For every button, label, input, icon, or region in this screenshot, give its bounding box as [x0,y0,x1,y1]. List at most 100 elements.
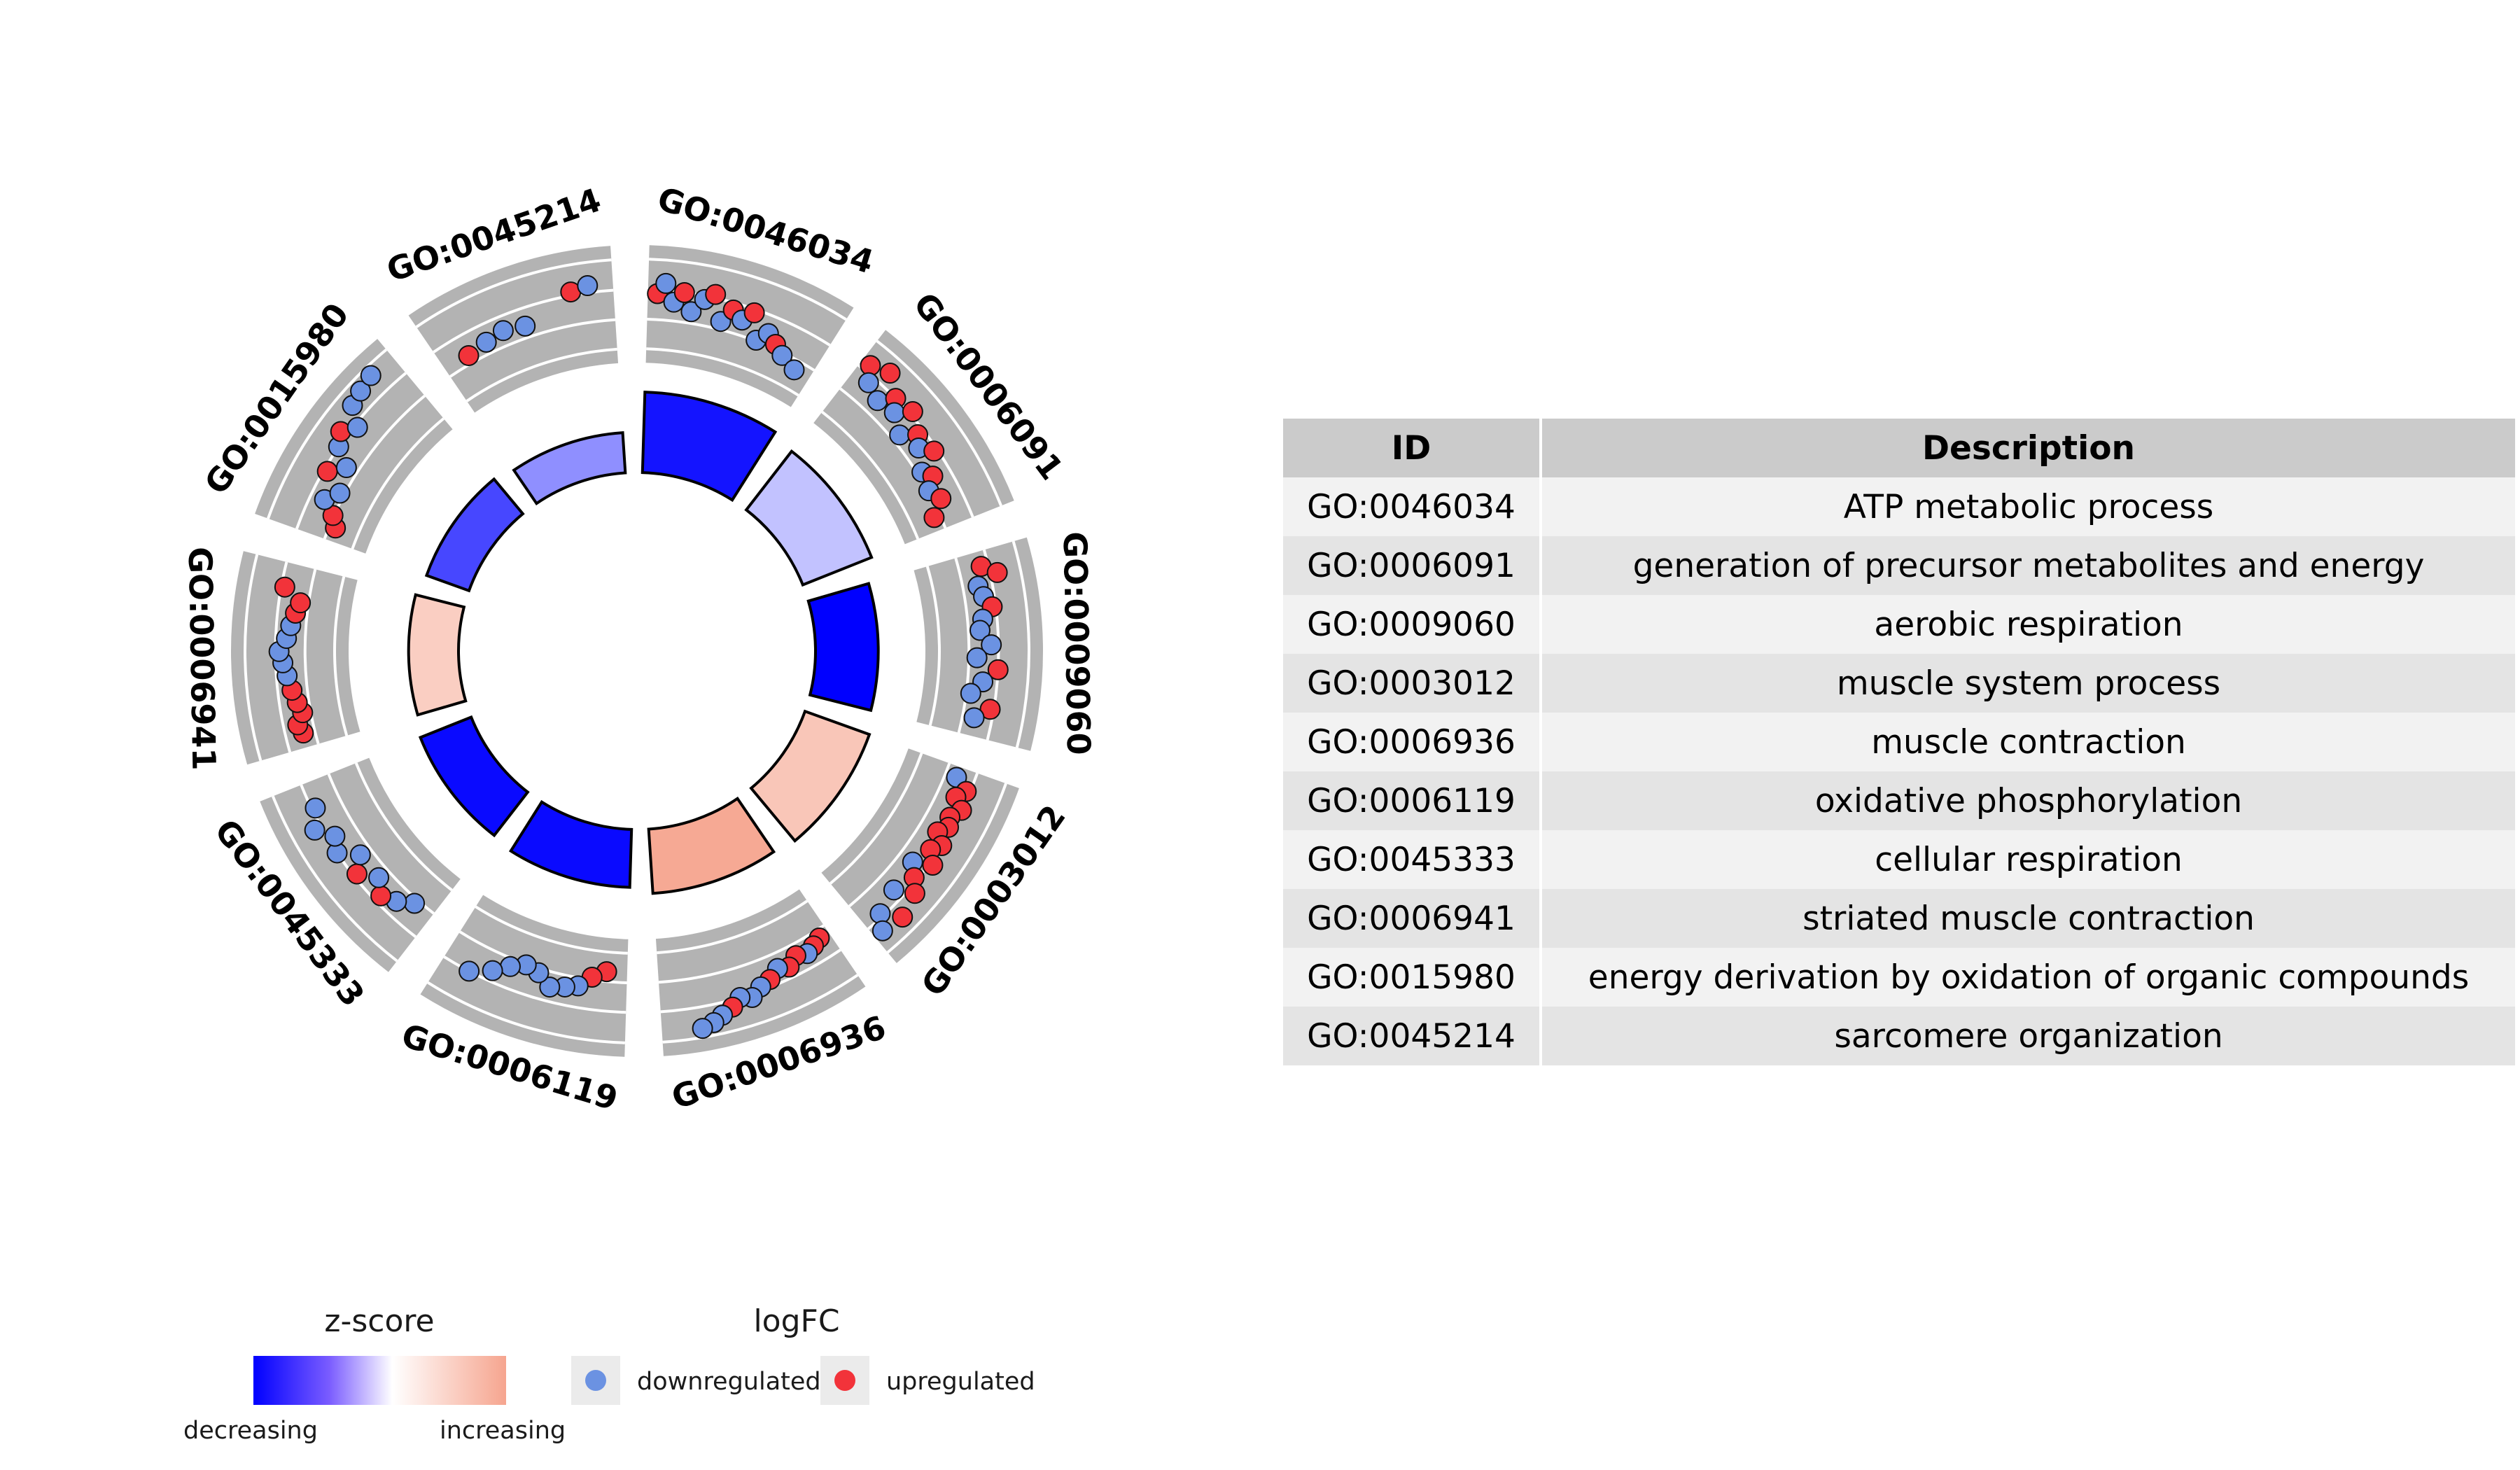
downregulated-point [858,372,879,393]
downregulated-point [969,620,990,641]
downregulated-point [349,844,371,866]
track-gridline [954,557,971,734]
zscore-bar [749,709,872,844]
zscore-bar [744,449,874,587]
upregulated-point [922,854,944,876]
downregulated-point [368,867,390,888]
upregulated-point [987,659,1009,680]
track-gridline [925,566,941,726]
downregulated-point [655,272,677,294]
downregulated-point [869,903,891,925]
upregulated-point [904,883,925,904]
table-row: GO:0006936 muscle contraction [1283,713,2515,771]
table-header-row: ID Description [1283,419,2515,477]
upregulated-point [986,561,1008,583]
row-description: aerobic respiration [1541,595,2515,654]
downregulated-point [963,707,985,729]
zscore-low-label: decreasing [183,1417,318,1445]
zscore-bar [647,797,776,895]
row-description: energy derivation by oxidation of organi… [1541,948,2515,1007]
gene-track [913,537,1043,751]
row-description: muscle contraction [1541,713,2515,771]
track-gridline [829,752,923,885]
downregulated-point [872,920,893,941]
row-id: GO:0045333 [1283,830,1542,889]
zscore-color-bar [253,1356,506,1405]
downregulated-point [966,647,988,668]
downregulated-point [960,682,981,704]
track-gridline [657,899,808,955]
upregulated-point [743,302,765,323]
track-gridline [649,258,847,321]
downregulated-point [458,960,480,982]
downregulated-key [571,1356,620,1405]
track-gridline [465,347,617,402]
upregulated-point [892,906,913,928]
logfc-legend-title: logFC [753,1303,840,1339]
upregulated-point [979,699,1001,720]
upregulated-point [290,592,312,614]
upregulated-point [370,885,392,906]
downregulated-point [346,416,368,438]
upregulated-point [316,461,338,482]
zscore-bar [424,477,525,593]
zscore-bar [407,593,468,717]
track-gridline [658,924,825,984]
row-id: GO:0046034 [1283,477,1542,536]
downregulated-point [475,331,497,353]
track-gridline [303,568,320,745]
upregulated-point [923,507,945,528]
row-description: sarcomere organization [1541,1007,2515,1065]
downregulated-point [514,315,536,337]
downregulated-point [360,365,382,386]
upregulated-point [923,440,945,462]
track-gridline [354,762,453,892]
track-gridline [876,340,1002,507]
downregulated-point [404,892,426,914]
row-id: GO:0006941 [1283,889,1542,948]
track-gridline [646,347,799,397]
header-id: ID [1283,419,1542,477]
table-row: GO:0006941 striated muscle contraction [1283,889,2515,948]
row-description: ATP metabolic process [1541,477,2515,536]
upregulated-point [930,488,952,510]
zscore-bar [512,431,627,505]
downregulated-label: downregulated [637,1368,821,1396]
upregulated-point [902,401,923,423]
table-row: GO:0009060 aerobic respiration [1283,595,2515,654]
downregulated-point [304,819,326,841]
table-row: GO:0015980 energy derivation by oxidation… [1283,948,2515,1007]
row-id: GO:0009060 [1283,595,1542,654]
downregulated-point [783,359,805,381]
upregulated-label: upregulated [886,1368,1035,1396]
track-gridline [272,795,398,962]
row-id: GO:0006119 [1283,771,1542,830]
downregulated-point [499,955,521,977]
zscore-legend-title: z-score [324,1303,435,1339]
downregulated-dot-icon [585,1370,606,1391]
zscore-bar [418,715,530,838]
downregulated-point [329,482,351,504]
downregulated-point [324,825,346,847]
row-description: oxidative phosphorylation [1541,771,2515,830]
gene-track [420,895,629,1057]
gene-points [268,272,1009,1040]
row-description: cellular respiration [1541,830,2515,889]
row-description: generation of precursor metabolites and … [1541,536,2515,595]
upregulated-point [673,281,695,303]
go-circle-plot: GO:0046034GO:0006091GO:0009060GO:0003012… [181,179,1098,1117]
downregulated-point [867,390,888,412]
track-gridline [351,417,445,550]
row-id: GO:0006936 [1283,713,1542,771]
upregulated-key [820,1356,869,1405]
downregulated-point [577,275,598,297]
downregulated-point [883,879,904,901]
row-description: muscle system process [1541,654,2515,713]
downregulated-point [680,301,702,323]
row-id: GO:0006091 [1283,536,1542,595]
downregulated-point [692,1018,713,1040]
track-gridline [333,576,349,736]
row-id: GO:0045214 [1283,1007,1542,1065]
table-row: GO:0046034 ATP metabolic process [1283,477,2515,536]
downregulated-point [981,634,1002,656]
